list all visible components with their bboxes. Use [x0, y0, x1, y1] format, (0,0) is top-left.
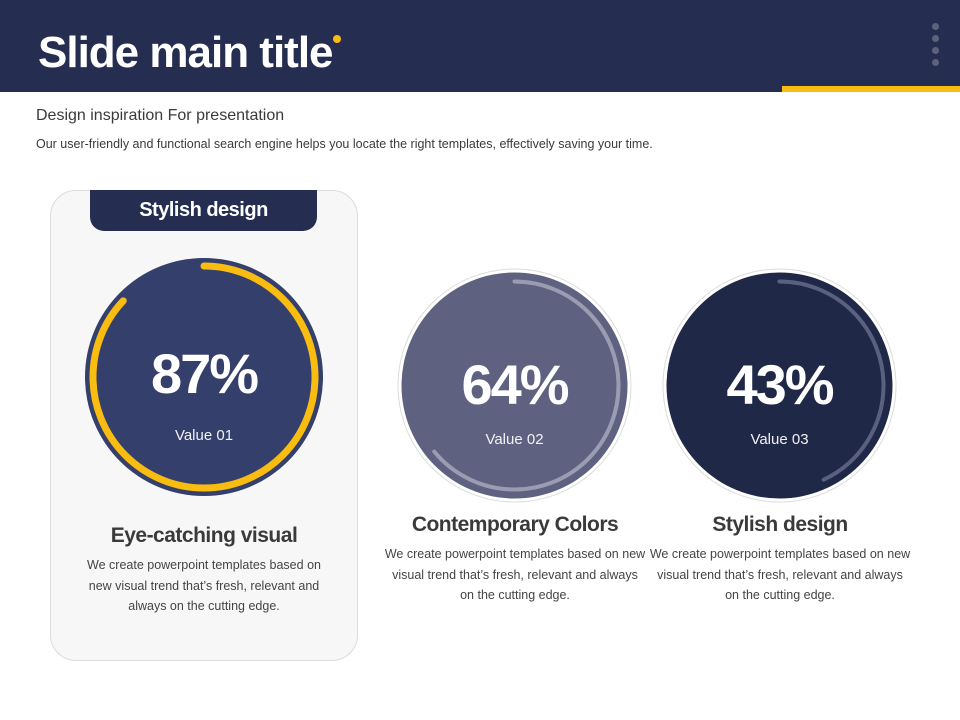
- gauge-value-02: 64% Value 02: [397, 268, 632, 503]
- gauge-value-label: Value 02: [485, 431, 544, 448]
- gauge-fill-circle: [85, 258, 323, 496]
- header-accent-bar: [782, 86, 960, 92]
- slide-title: Slide main title: [38, 28, 334, 77]
- gauge-percent: 87%: [150, 342, 259, 405]
- gauge-value-label: Value 01: [174, 427, 234, 444]
- gauge-ring-64: [397, 268, 632, 503]
- item-title-contemporary: Contemporary Colors: [411, 513, 619, 536]
- subtitle: Design inspiration For presentation: [36, 107, 285, 124]
- title-accent-dot: [333, 35, 341, 43]
- gauge-fill-circle: [666, 272, 893, 499]
- gauge-percent: 43%: [726, 353, 834, 416]
- item-description: We create powerpoint templates based on …: [87, 558, 321, 613]
- gauge-progress-arc: [673, 279, 886, 492]
- header-bar: [0, 0, 960, 92]
- item-description: We create powerpoint templates based on …: [384, 547, 646, 602]
- gauge-ring-87: [85, 258, 323, 496]
- gauge-fill-circle: [401, 272, 628, 499]
- description: Our user-friendly and functional search …: [36, 137, 653, 151]
- gauge-ring-43: [662, 268, 897, 503]
- gauge-progress-arc: [408, 279, 621, 492]
- gauge-value-01: 87% Value 01: [84, 257, 324, 497]
- card-tab-label: Stylish design: [90, 190, 317, 231]
- item-title-stylish: Stylish design: [712, 513, 848, 536]
- gauge-progress-arc: [89, 262, 319, 492]
- gauge-percent: 64%: [461, 353, 569, 416]
- item-description: We create powerpoint templates based on …: [649, 547, 911, 602]
- vertical-dots-icon: [932, 23, 940, 69]
- item-title-eye-catching: Eye-catching visual: [110, 524, 298, 547]
- gauge-value-03: 43% Value 03: [662, 268, 897, 503]
- gauge-value-label: Value 03: [750, 431, 809, 448]
